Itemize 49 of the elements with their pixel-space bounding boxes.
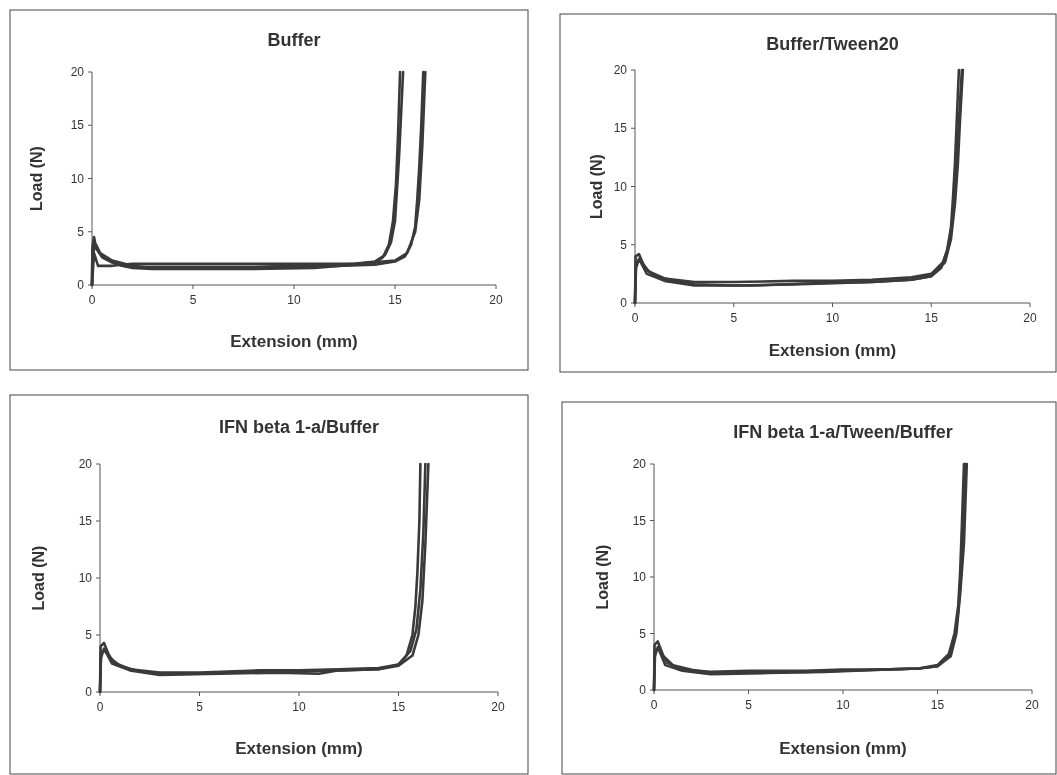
x-axis-title: Extension (mm) [779,739,907,758]
chart-title: Buffer [267,30,321,50]
x-tick-label: 5 [745,698,753,712]
x-axis-title: Extension (mm) [230,332,358,351]
x-tick-label: 20 [489,293,503,307]
chart-title: Buffer/Tween20 [766,34,899,54]
y-tick-label: 15 [632,513,647,528]
y-tick-label: 20 [632,457,647,471]
y-tick-label: 20 [78,457,93,471]
x-tick-label: 20 [491,700,505,714]
y-tick-label: 15 [78,514,93,528]
y-tick-label: 0 [85,685,93,699]
y-tick-label: 5 [77,224,85,239]
x-tick-label: 0 [650,698,658,712]
y-tick-label: 5 [85,628,93,642]
y-tick-label: 15 [613,121,628,136]
x-tick-label: 10 [825,311,840,325]
y-tick-label: 10 [632,570,647,584]
y-tick-label: 20 [613,63,628,77]
y-tick-label: 5 [639,626,647,641]
y-tick-label: 10 [70,171,85,186]
x-tick-label: 15 [388,293,402,307]
chart-title: IFN beta 1-a/Buffer [218,417,380,437]
x-tick-label: 15 [924,311,939,325]
y-tick-label: 20 [70,65,85,79]
y-axis-title: Load (N) [30,545,47,611]
y-tick-label: 15 [70,118,85,133]
y-tick-label: 0 [77,278,85,292]
x-tick-label: 5 [196,700,204,714]
x-tick-label: 10 [836,698,850,712]
chart-title: IFN beta 1-a/Tween/Buffer [733,422,953,442]
y-axis-title: Load (N) [588,154,605,219]
y-tick-label: 0 [639,683,647,697]
x-axis-title: Extension (mm) [235,739,363,758]
x-tick-label: 5 [730,311,738,325]
y-tick-label: 10 [78,571,93,585]
x-tick-label: 10 [287,293,301,307]
y-tick-label: 10 [613,179,628,194]
x-axis-title: Extension (mm) [768,341,897,360]
x-tick-label: 0 [96,700,104,714]
y-axis-title: Load (N) [28,146,45,211]
y-axis-title: Load (N) [594,544,611,610]
x-tick-label: 5 [189,293,197,307]
y-tick-label: 5 [620,237,628,252]
x-tick-label: 10 [292,700,306,714]
x-tick-label: 20 [1023,311,1037,325]
x-tick-label: 15 [391,700,406,714]
x-tick-label: 15 [930,698,945,712]
x-tick-label: 20 [1025,698,1039,712]
